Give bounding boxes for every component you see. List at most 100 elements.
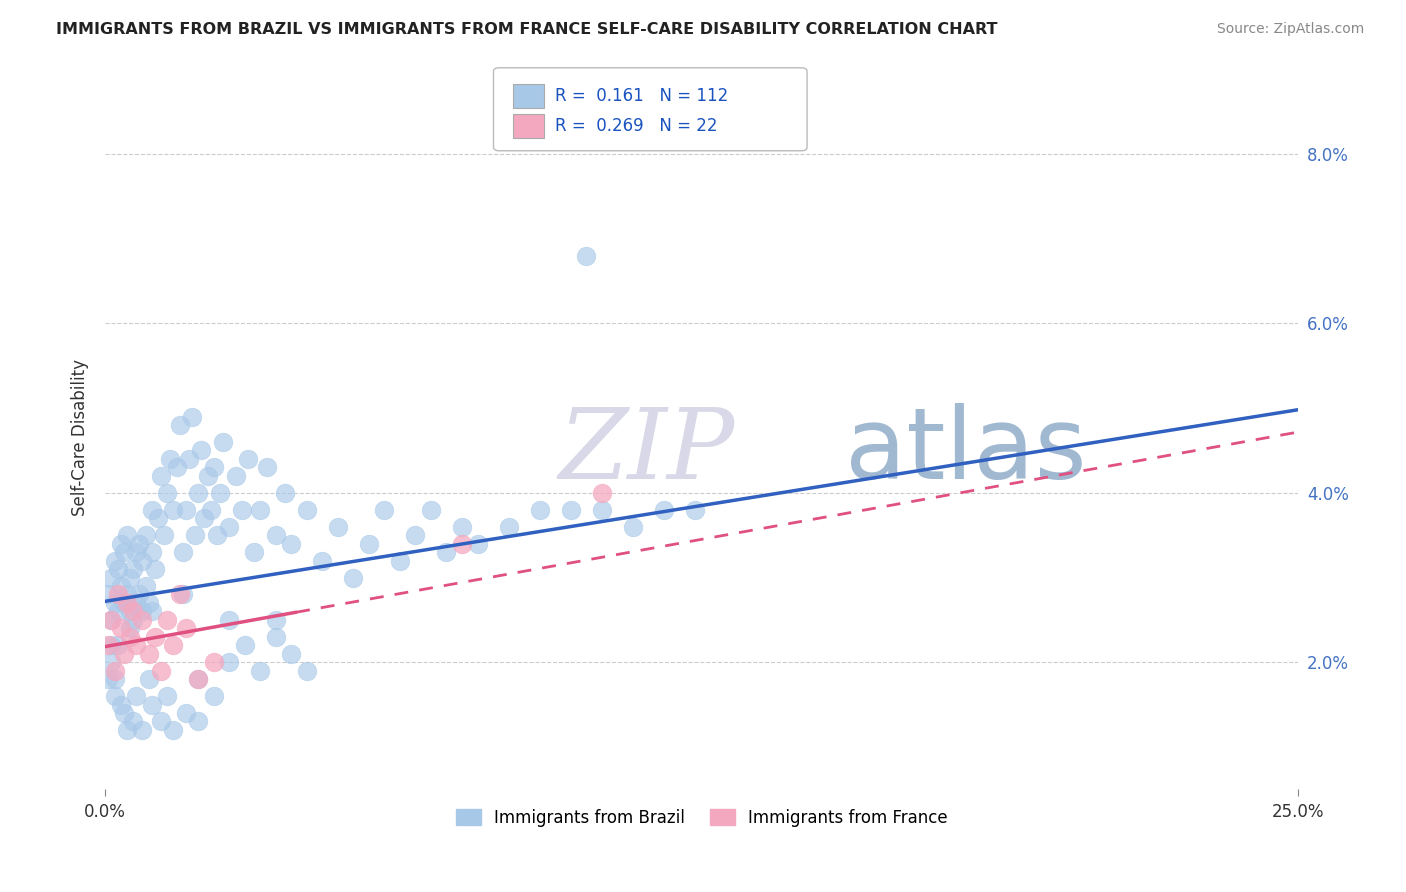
Point [256,502,278,516]
Point [152,553,174,567]
Point [104,613,127,627]
Point [834,249,856,263]
Point [242,443,264,458]
Point [108,596,131,610]
Point [333,664,356,678]
Point [858,486,880,500]
Point [108,664,131,678]
Point [858,502,880,516]
Point [142,689,165,703]
Point [499,536,522,550]
Point [176,511,198,525]
Point [270,486,292,500]
Point [714,519,737,533]
Point [294,469,316,483]
Point [132,630,155,644]
Point [238,672,260,686]
Point [136,613,159,627]
Point [170,562,193,576]
Point [98,638,121,652]
Point [262,689,284,703]
Point [643,519,665,533]
Point [112,638,135,652]
Point [104,655,127,669]
Point [208,587,231,601]
Y-axis label: Self-Care Disability: Self-Care Disability [72,359,89,516]
Text: atlas: atlas [845,403,1087,500]
Point [200,638,222,652]
Point [262,655,284,669]
Point [142,638,165,652]
Point [1001,502,1024,516]
Point [323,545,346,559]
Point [238,486,260,500]
Point [112,604,135,618]
Point [342,460,364,475]
Point [222,452,245,467]
Point [523,502,546,516]
Point [132,621,155,635]
Point [180,664,202,678]
Point [547,553,569,567]
Point [136,562,159,576]
Point [381,647,404,661]
Point [810,502,832,516]
Point [208,418,231,433]
Point [252,469,274,483]
Point [128,587,150,601]
Point [285,519,308,533]
Point [194,452,217,467]
Point [122,706,145,720]
Point [142,545,165,559]
Point [276,435,298,450]
Point [122,545,145,559]
Point [160,647,183,661]
Point [112,562,135,576]
Text: Source: ZipAtlas.com: Source: ZipAtlas.com [1216,22,1364,37]
Point [152,723,174,737]
Point [166,502,188,516]
Point [404,502,426,516]
Point [427,553,450,567]
Point [309,638,332,652]
Point [666,536,689,550]
Point [118,579,141,593]
Point [122,596,145,610]
Point [238,714,260,729]
Point [98,587,121,601]
Point [204,460,226,475]
Point [180,714,202,729]
Point [762,502,785,516]
Point [357,528,380,542]
Text: IMMIGRANTS FROM BRAZIL VS IMMIGRANTS FROM FRANCE SELF-CARE DISABILITY CORRELATIO: IMMIGRANTS FROM BRAZIL VS IMMIGRANTS FRO… [56,22,998,37]
Point [152,604,174,618]
Point [232,528,254,542]
Point [371,486,394,500]
Point [166,545,188,559]
Point [156,579,179,593]
Point [333,502,356,516]
Point [156,528,179,542]
Point [166,698,188,712]
Point [475,570,498,584]
Point [246,511,269,525]
Point [643,536,665,550]
Text: R =  0.161   N = 112: R = 0.161 N = 112 [555,87,728,105]
Point [228,409,250,424]
Point [357,630,380,644]
Point [595,502,617,516]
Point [132,570,155,584]
Point [108,689,131,703]
Point [184,528,207,542]
Point [285,655,308,669]
Point [190,689,212,703]
Point [98,672,121,686]
Point [118,536,141,550]
Point [112,587,135,601]
Point [214,587,236,601]
Point [132,604,155,618]
Point [238,672,260,686]
Point [262,460,284,475]
Point [190,486,212,500]
Point [218,502,240,516]
